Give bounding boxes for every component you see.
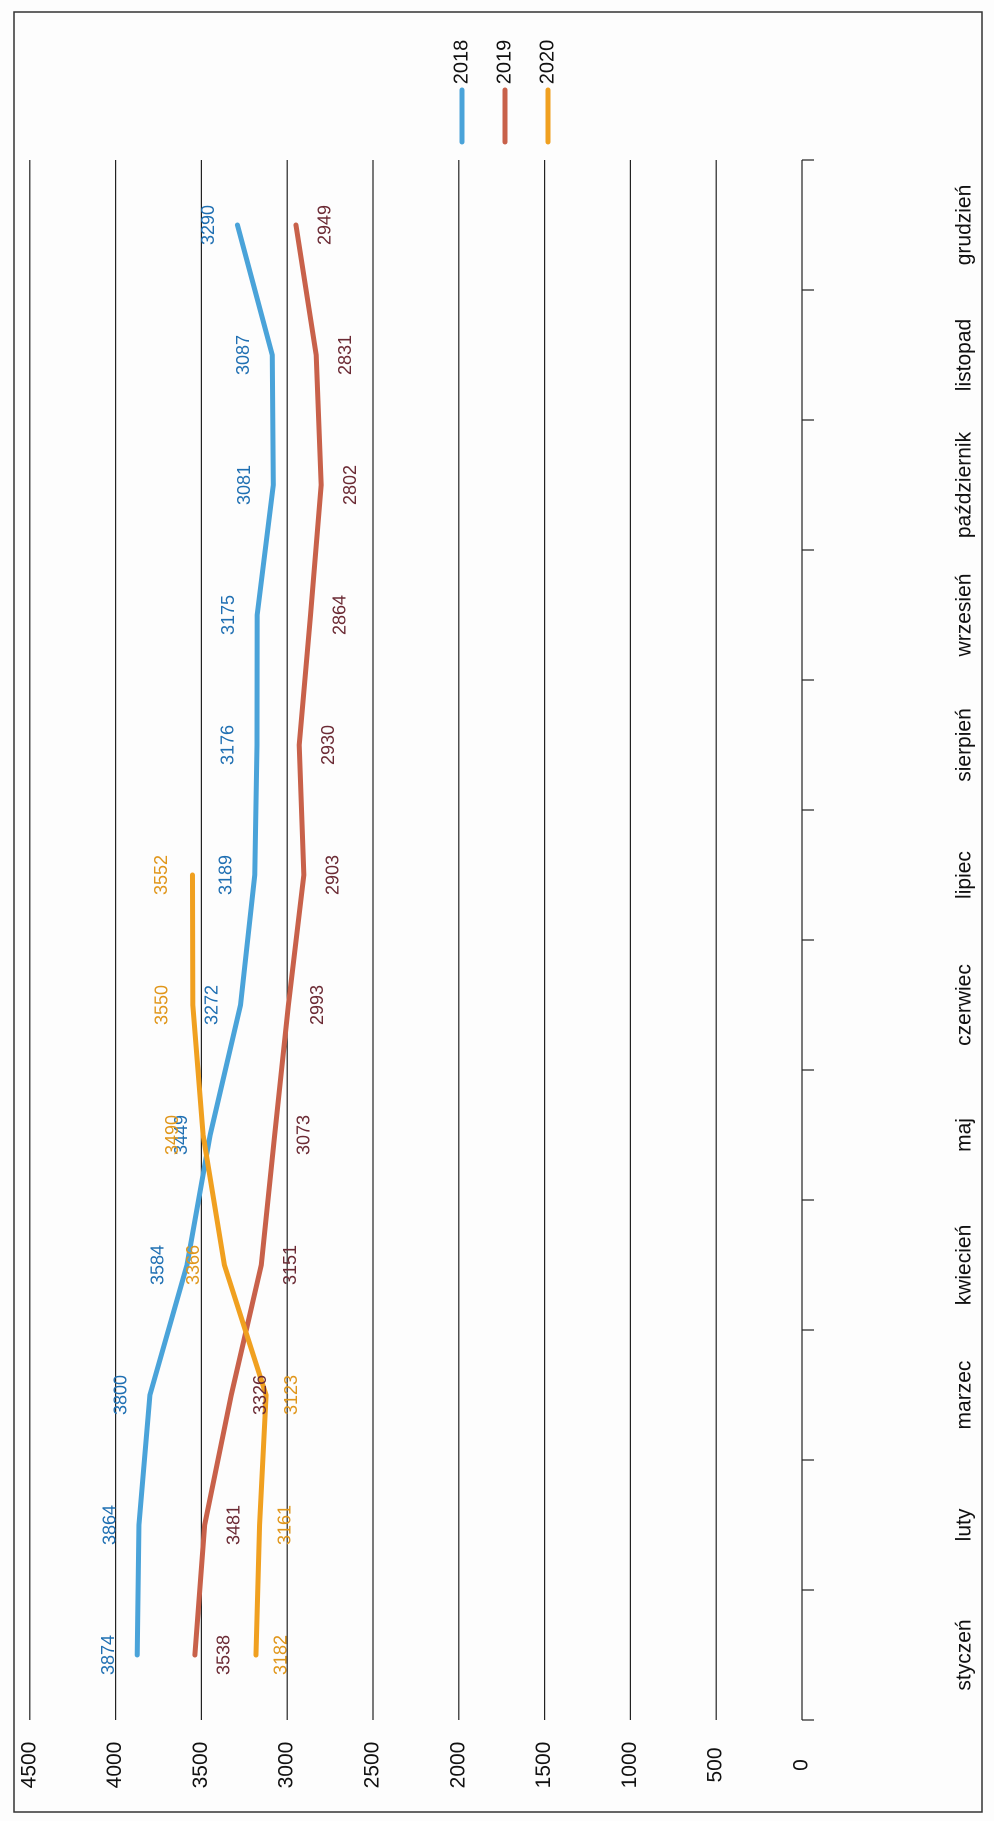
tick-label-4000: 4000: [103, 1742, 126, 1789]
tick-label-2000: 2000: [446, 1742, 469, 1789]
data-label-2020-2: 3123: [281, 1375, 301, 1415]
tick-label-500: 500: [704, 1747, 727, 1782]
data-label-2019-7: 2930: [318, 725, 338, 765]
data-label-2019-1: 3481: [223, 1505, 243, 1545]
series-lines: [134, 222, 324, 1658]
data-labels: 3874 3864 3800 3584 3449 3272 3189 3176 3175 3081…: [98, 205, 360, 1675]
tick-label-3000: 3000: [275, 1742, 298, 1789]
data-label-2020-6: 3552: [151, 855, 171, 895]
data-label-2019-0: 3538: [214, 1635, 234, 1675]
data-label-2019-9: 2802: [340, 465, 360, 505]
data-label-2020-1: 3161: [274, 1505, 294, 1545]
data-label-2018-11: 3290: [198, 205, 218, 245]
category-axis-labels: styczeń luty marzec kwiecień maj czerwiec lipi…: [953, 185, 976, 1691]
axes: [801, 159, 814, 1721]
data-label-2018-7: 3176: [218, 725, 238, 765]
category-label-6: lipiec: [953, 851, 976, 899]
data-label-2018-4: 3449: [171, 1115, 191, 1155]
category-label-9: październik: [953, 431, 976, 538]
tick-label-2500: 2500: [361, 1742, 384, 1789]
data-label-2020-3: 3366: [183, 1245, 203, 1285]
data-label-2018-1: 3864: [100, 1505, 120, 1545]
legend: 2018 2019 2020: [450, 40, 558, 145]
data-label-2019-11: 2949: [315, 205, 335, 245]
series-line-2019: [192, 222, 324, 1658]
tick-label-1000: 1000: [618, 1742, 641, 1789]
data-label-2018-6: 3189: [216, 855, 236, 895]
data-label-2019-2: 3326: [250, 1375, 270, 1415]
category-label-10: listopad: [953, 319, 976, 391]
chart-border: [13, 11, 983, 1813]
data-label-2018-9: 3081: [234, 465, 254, 505]
legend-label-2020: 2020: [536, 40, 558, 85]
category-label-3: kwiecień: [953, 1225, 976, 1306]
legend-label-2019: 2019: [493, 40, 515, 85]
category-label-8: wrzesień: [953, 574, 976, 658]
data-label-2018-2: 3800: [111, 1375, 131, 1415]
legend-label-2018: 2018: [450, 40, 472, 85]
category-label-5: czerwiec: [953, 964, 976, 1046]
category-label-1: luty: [953, 1508, 976, 1541]
data-label-2018-10: 3087: [233, 335, 253, 375]
data-label-2019-8: 2864: [329, 595, 349, 635]
series-line-2018: [134, 222, 276, 1658]
data-label-2018-3: 3584: [148, 1245, 168, 1285]
data-label-2020-4: 3490: [162, 1115, 182, 1155]
data-label-2020-5: 3550: [152, 985, 172, 1025]
data-label-2019-5: 2993: [307, 985, 327, 1025]
data-label-2019-3: 3151: [280, 1245, 300, 1285]
category-label-11: grudzień: [953, 185, 976, 266]
gridlines: [29, 160, 717, 1720]
category-label-7: sierpień: [953, 708, 976, 782]
data-label-2019-6: 2903: [323, 855, 343, 895]
data-label-2018-5: 3272: [201, 985, 221, 1025]
data-label-2020-0: 3182: [271, 1635, 291, 1675]
category-label-4: maj: [953, 1118, 976, 1152]
value-axis-ticks: 0 500 1000 1500 2000 2500 3000 3500 4000 4500: [17, 1742, 812, 1789]
data-label-2018-8: 3175: [218, 595, 238, 635]
series-line-2020: [189, 872, 269, 1658]
tick-label-4500: 4500: [17, 1742, 40, 1789]
data-label-2019-4: 3073: [293, 1115, 313, 1155]
category-label-0: styczeń: [953, 1619, 976, 1690]
data-label-2018-0: 3874: [98, 1635, 118, 1675]
tick-label-3500: 3500: [189, 1742, 212, 1789]
tick-label-1500: 1500: [532, 1742, 555, 1789]
category-label-2: marzec: [953, 1361, 976, 1430]
data-label-2019-10: 2831: [335, 335, 355, 375]
tick-label-0: 0: [790, 1759, 813, 1771]
